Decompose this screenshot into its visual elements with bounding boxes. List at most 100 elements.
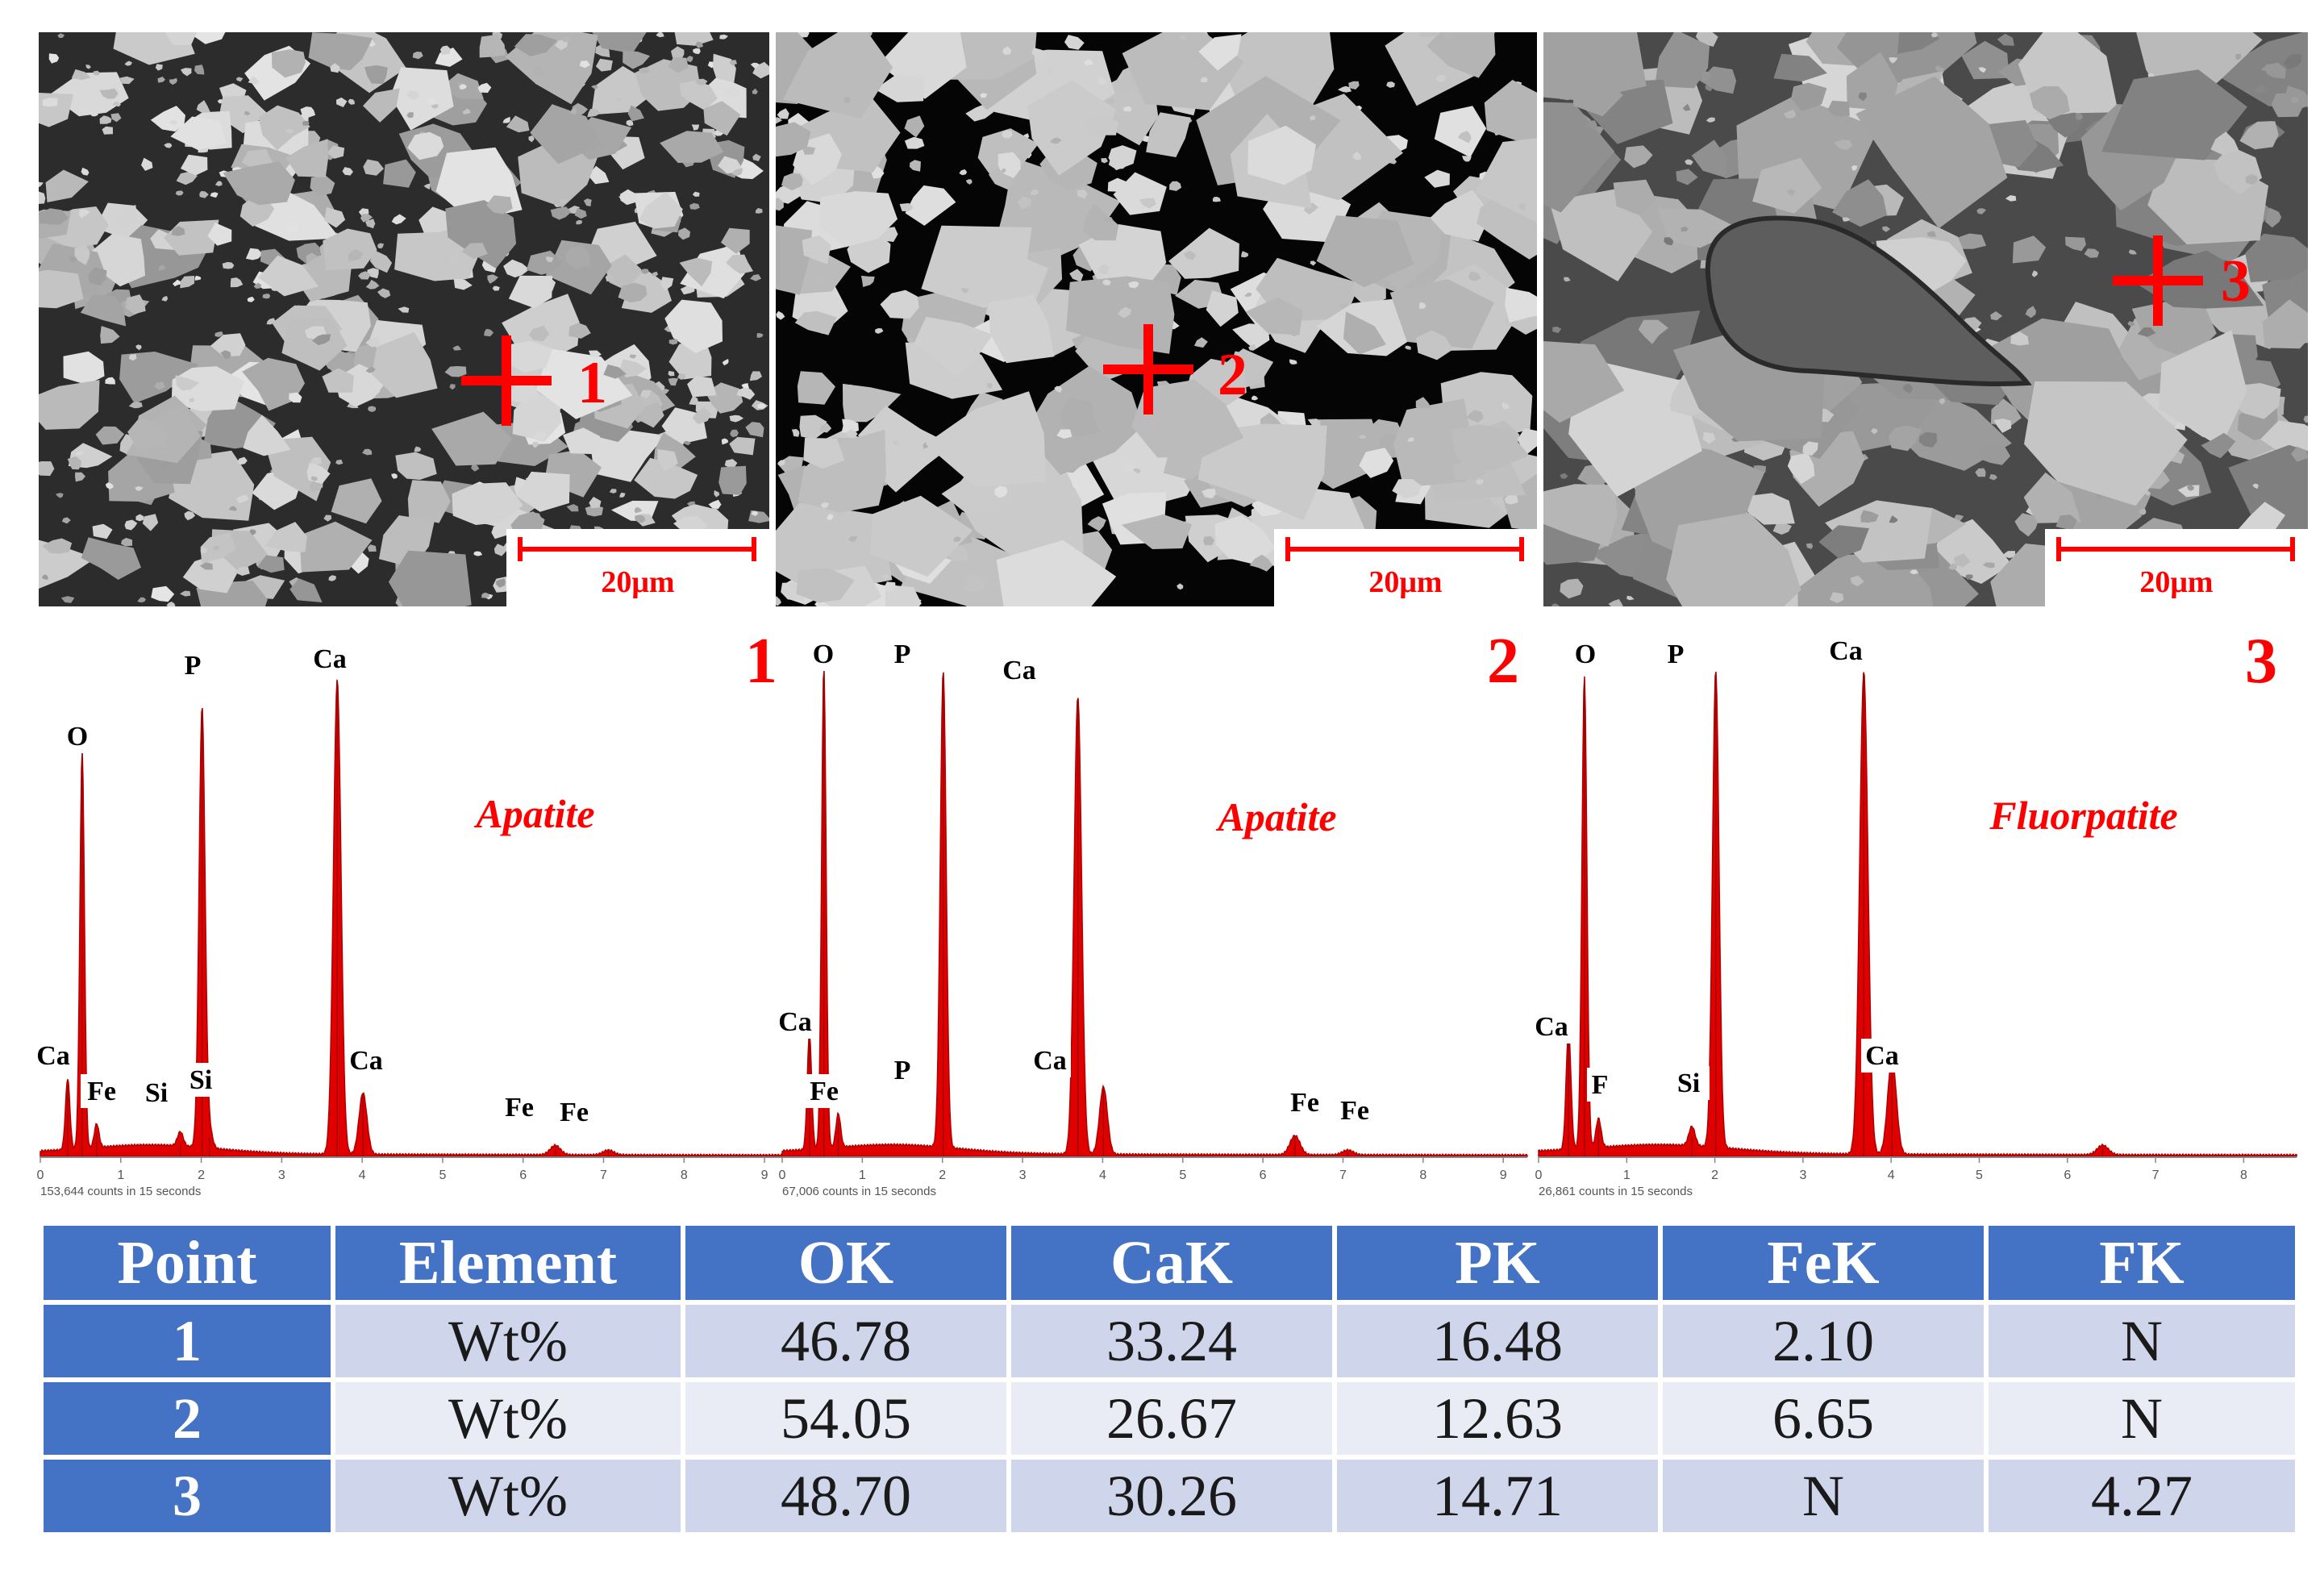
x-tick-label: 8 (2240, 1169, 2247, 1182)
peak-label-bg (135, 1076, 177, 1110)
point-marker-label: 1 (577, 350, 607, 416)
mineral-label: Fluorpatite (1989, 793, 2177, 838)
peak-label: Fe (560, 1098, 589, 1127)
point-marker-cross-icon (461, 335, 552, 426)
table-row: 1 Wt% 46.78 33.24 16.48 2.10 N (44, 1305, 2295, 1377)
header-pk: PK (1337, 1226, 1658, 1300)
peak-label: Ca (1535, 1012, 1568, 1042)
peak-label: P (894, 639, 911, 669)
x-tick-label: 2 (939, 1169, 946, 1182)
x-tick-label: 5 (1179, 1169, 1186, 1182)
peak-label: O (1575, 639, 1596, 669)
cell-cak: 33.24 (1011, 1305, 1332, 1377)
counts-note: 26,861 counts in 15 seconds (1539, 1185, 1693, 1198)
peak-label-bg (1825, 634, 1867, 668)
peak-label-bg (345, 1044, 387, 1077)
peak-label: Fe (87, 1077, 116, 1106)
peak-label-bg (998, 653, 1040, 687)
peak-label-bg (810, 637, 836, 671)
x-tick-label: 4 (1888, 1169, 1895, 1182)
point-marker-cross-icon (1103, 324, 1193, 414)
cell-point: 1 (44, 1305, 331, 1377)
cell-fk: 4.27 (1989, 1460, 2295, 1532)
x-tick-label: 3 (1019, 1169, 1027, 1182)
eds-spectrum-plot: 0 1 2 3 4 5 6 7 8 9 67,006 counts in 15 seconds O P C… (774, 626, 1528, 1198)
peak-label: Ca (1002, 656, 1036, 685)
x-tick-label: 7 (2152, 1169, 2159, 1182)
x-tick-label: 6 (1260, 1169, 1267, 1182)
eds-spectrum-1: 0 1 2 3 4 5 6 7 8 9 153,644 counts in 15 seconds O P… (32, 618, 802, 1198)
peak-label-bg (498, 1090, 540, 1124)
sem-micrograph-3: 3 20μm (1543, 32, 2308, 606)
scale-bar-label: 20μm (601, 565, 675, 599)
scale-bar-line (1285, 537, 1524, 561)
x-tick-label: 2 (198, 1169, 205, 1182)
counts-note: 67,006 counts in 15 seconds (782, 1185, 936, 1198)
mineral-label: Apatite (1215, 794, 1336, 839)
sem-texture (39, 32, 769, 606)
peak-label: F (1592, 1070, 1609, 1100)
x-tick-label: 7 (600, 1169, 607, 1182)
x-tick-label: 4 (359, 1169, 366, 1182)
header-cak: CaK (1011, 1226, 1332, 1300)
peak-label-bg (309, 642, 351, 676)
peak-label-bg (1572, 637, 1598, 671)
cell-pk: 16.48 (1337, 1305, 1658, 1377)
peak-label-bg (889, 1053, 915, 1087)
header-ok: OK (685, 1226, 1006, 1300)
sem-texture (776, 32, 1537, 606)
header-element: Element (335, 1226, 681, 1300)
peak-label-bg (81, 1074, 123, 1108)
peak-label: Ca (349, 1046, 383, 1076)
peak-label-bg (1668, 1066, 1710, 1100)
cell-point: 3 (44, 1460, 331, 1532)
panel-number-label: 1 (745, 626, 777, 697)
peak-label-bg (180, 648, 206, 682)
cell-element: Wt% (335, 1382, 681, 1455)
x-tick-label: 3 (1799, 1169, 1806, 1182)
peak-label-bg (1531, 1010, 1572, 1044)
scale-bar-line (518, 537, 756, 561)
peak-label: P (185, 651, 202, 681)
table-row: 2 Wt% 54.05 26.67 12.63 6.65 N (44, 1382, 2295, 1455)
peak-label-bg (1861, 1039, 1903, 1073)
peak-label-bg (1663, 637, 1689, 671)
peak-label: O (67, 722, 88, 752)
x-tick-label: 5 (439, 1169, 446, 1182)
spectrum-series-line (1538, 671, 2297, 1157)
cell-pk: 12.63 (1337, 1382, 1658, 1455)
x-tick-label: 1 (859, 1169, 866, 1182)
peak-label-bg (32, 1039, 74, 1073)
x-tick-label: 8 (1419, 1169, 1426, 1182)
x-tick-label: 8 (681, 1169, 688, 1182)
point-marker-label: 2 (1218, 342, 1247, 408)
cell-point: 2 (44, 1382, 331, 1455)
x-tick-label: 3 (278, 1169, 285, 1182)
scale-bar: 20μm (2045, 529, 2308, 606)
cell-fk: N (1989, 1382, 2295, 1455)
table-header-row: Point Element OK CaK PK FeK FK (44, 1226, 2295, 1300)
header-fk: FK (1989, 1226, 2295, 1300)
peak-label: Ca (36, 1041, 70, 1071)
x-tick-label: 6 (2064, 1169, 2071, 1182)
peak-label-bg (1587, 1068, 1613, 1102)
peak-label-bg (1029, 1044, 1071, 1077)
peak-label: P (894, 1056, 911, 1085)
x-tick-label: 7 (1339, 1169, 1347, 1182)
peak-label: Fe (810, 1077, 839, 1106)
sem-micrograph-2: 2 20μm (776, 32, 1537, 606)
peak-label-bg (180, 1063, 222, 1097)
peak-label: Si (190, 1065, 212, 1095)
sem-micrograph-1: 1 20μm (39, 32, 769, 606)
spectrum-series-line (40, 679, 789, 1157)
scale-bar-label: 20μm (1368, 565, 1443, 599)
x-tick-label: 1 (1623, 1169, 1631, 1182)
peak-label-bg (1334, 1094, 1376, 1127)
header-point: Point (44, 1226, 331, 1300)
peak-label-bg (1284, 1085, 1326, 1119)
eds-spectrum-2: 0 1 2 3 4 5 6 7 8 9 67,006 counts in 15 seconds O P C… (774, 618, 1543, 1198)
peak-label: Ca (778, 1007, 812, 1037)
eds-spectrum-plot: 0 1 2 3 4 5 6 7 8 9 153,644 counts in 15 seconds O P… (32, 626, 789, 1198)
peak-label-bg (553, 1095, 595, 1129)
table-row: 3 Wt% 48.70 30.26 14.71 N 4.27 (44, 1460, 2295, 1532)
